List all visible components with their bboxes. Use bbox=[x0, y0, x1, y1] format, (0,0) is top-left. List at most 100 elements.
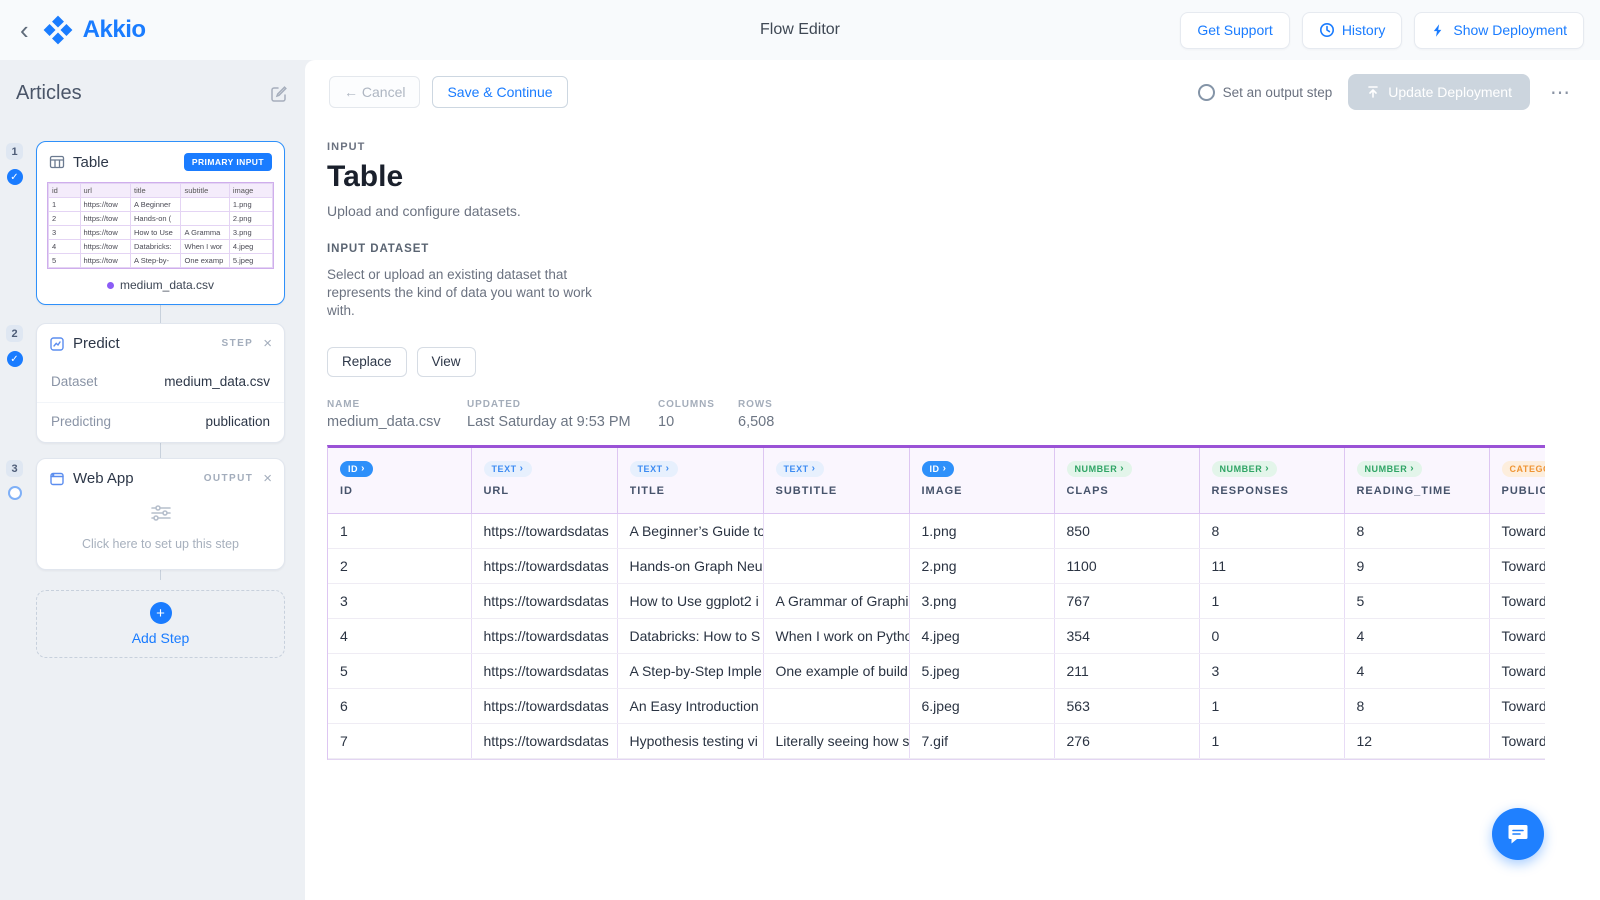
grid-cell: 1 bbox=[1199, 724, 1344, 759]
grid-cell: A Grammar of Graphi bbox=[763, 584, 909, 619]
set-output-step-toggle[interactable]: Set an output step bbox=[1198, 84, 1333, 101]
grid-cell: Towards bbox=[1489, 724, 1545, 759]
radio-icon[interactable] bbox=[1198, 84, 1215, 101]
grid-cell: Towards bbox=[1489, 689, 1545, 724]
akkio-logo-icon[interactable] bbox=[43, 15, 73, 45]
grid-cell: Towards bbox=[1489, 549, 1545, 584]
grid-row: 6 https://towardsdatas An Easy Introduct… bbox=[328, 689, 1545, 724]
grid-cell: https://towardsdatas bbox=[471, 689, 617, 724]
chat-icon bbox=[1506, 822, 1530, 846]
cancel-button[interactable]: ← Cancel bbox=[329, 76, 420, 108]
chevron-right-icon: › bbox=[943, 464, 947, 474]
chevron-right-icon: › bbox=[812, 464, 816, 474]
flow-connector bbox=[160, 570, 161, 580]
predict-step-card[interactable]: Predict STEP × Dataset medium_data.csv P… bbox=[36, 323, 285, 443]
view-button[interactable]: View bbox=[417, 347, 476, 377]
column-header-title[interactable]: TEXT› TITLE bbox=[617, 448, 763, 514]
column-header-claps[interactable]: NUMBER› CLAPS bbox=[1054, 448, 1199, 514]
grid-cell: 4 bbox=[1344, 619, 1489, 654]
grid-cell: https://towardsdatas bbox=[471, 724, 617, 759]
column-name: SUBTITLE bbox=[776, 485, 897, 497]
step-number-badge: 1 bbox=[6, 143, 23, 160]
grid-cell: 5 bbox=[1344, 584, 1489, 619]
close-icon[interactable]: × bbox=[263, 336, 272, 351]
meta-name-label: NAME bbox=[327, 399, 467, 410]
step-number-badge: 3 bbox=[6, 460, 23, 477]
add-step-button[interactable]: + Add Step bbox=[36, 590, 285, 658]
field-value: medium_data.csv bbox=[164, 374, 270, 389]
grid-cell: 1 bbox=[328, 514, 471, 549]
column-header-id[interactable]: ID› ID bbox=[328, 448, 471, 514]
history-button[interactable]: History bbox=[1302, 12, 1403, 49]
more-options-icon[interactable]: ⋯ bbox=[1546, 80, 1576, 105]
field-label: Dataset bbox=[51, 374, 98, 389]
preview-cell: When I wor bbox=[181, 240, 229, 254]
column-header-subtitle[interactable]: TEXT› SUBTITLE bbox=[763, 448, 909, 514]
grid-row: 7 https://towardsdatas Hypothesis testin… bbox=[328, 724, 1545, 759]
grid-row: 1 https://towardsdatas A Beginner’s Guid… bbox=[328, 514, 1545, 549]
grid-cell: 2.png bbox=[909, 549, 1054, 584]
back-chevron-icon[interactable]: ‹ bbox=[16, 17, 33, 43]
column-header-responses[interactable]: NUMBER› RESPONSES bbox=[1199, 448, 1344, 514]
column-header-image[interactable]: ID› IMAGE bbox=[909, 448, 1054, 514]
grid-cell: 2 bbox=[328, 549, 471, 584]
grid-cell: Hypothesis testing vi bbox=[617, 724, 763, 759]
brand-name[interactable]: Akkio bbox=[83, 16, 146, 44]
table-step-card[interactable]: Table PRIMARY INPUT id url bbox=[36, 141, 285, 305]
preview-header: title bbox=[131, 184, 181, 198]
preview-cell: 2.png bbox=[229, 212, 272, 226]
grid-cell: 11 bbox=[1199, 549, 1344, 584]
web-app-step-card[interactable]: Web App OUTPUT × Click bbox=[36, 458, 285, 570]
column-name: CLAPS bbox=[1067, 485, 1187, 497]
grid-cell: 8 bbox=[1199, 514, 1344, 549]
cancel-label: ← Cancel bbox=[344, 84, 405, 100]
plus-icon: + bbox=[150, 602, 172, 624]
grid-cell bbox=[763, 689, 909, 724]
input-section-label: INPUT bbox=[327, 141, 1600, 153]
chevron-right-icon: › bbox=[361, 464, 365, 474]
column-type-badge: CATEGORY› bbox=[1502, 461, 1546, 477]
meta-rows-value: 6,508 bbox=[738, 414, 774, 430]
chevron-right-icon: › bbox=[520, 464, 524, 474]
close-icon[interactable]: × bbox=[263, 471, 272, 486]
flow-sidebar: Articles 1 ✓ bbox=[0, 60, 305, 900]
grid-cell: 850 bbox=[1054, 514, 1199, 549]
grid-header-row: ID› ID TEXT› URL TEXT› TITLE bbox=[328, 448, 1545, 514]
preview-cell: A Gramma bbox=[181, 226, 229, 240]
grid-cell: https://towardsdatas bbox=[471, 584, 617, 619]
grid-cell: When I work on Pytho bbox=[763, 619, 909, 654]
chevron-right-icon: › bbox=[1410, 464, 1414, 474]
show-deployment-button[interactable]: Show Deployment bbox=[1414, 12, 1584, 49]
replace-button[interactable]: Replace bbox=[327, 347, 407, 377]
preview-row: 5 https://tow A Step-by- One examp 5.jpe… bbox=[49, 254, 273, 268]
meta-columns-value: 10 bbox=[658, 414, 738, 430]
preview-cell: A Beginner bbox=[131, 198, 181, 212]
grid-cell: 6.jpeg bbox=[909, 689, 1054, 724]
step-tag: OUTPUT bbox=[204, 473, 254, 484]
preview-header: image bbox=[229, 184, 272, 198]
column-header-url[interactable]: TEXT› URL bbox=[471, 448, 617, 514]
column-name: READING_TIME bbox=[1357, 485, 1477, 497]
field-value: publication bbox=[205, 414, 270, 429]
column-header-publication[interactable]: CATEGORY› PUBLICATION bbox=[1489, 448, 1545, 514]
preview-cell: https://tow bbox=[80, 212, 130, 226]
step-tag: STEP bbox=[222, 338, 254, 349]
save-continue-button[interactable]: Save & Continue bbox=[432, 76, 567, 108]
grid-cell bbox=[763, 514, 909, 549]
grid-cell: An Easy Introduction bbox=[617, 689, 763, 724]
grid-cell: 3 bbox=[1199, 654, 1344, 689]
update-deployment-button[interactable]: Update Deployment bbox=[1348, 74, 1530, 110]
meta-columns-label: COLUMNS bbox=[658, 399, 738, 410]
column-type-badge: NUMBER› bbox=[1212, 461, 1278, 477]
grid-cell: 4 bbox=[328, 619, 471, 654]
chat-widget-button[interactable] bbox=[1492, 808, 1544, 860]
preview-header: id bbox=[49, 184, 81, 198]
column-header-reading-time[interactable]: NUMBER› READING_TIME bbox=[1344, 448, 1489, 514]
predict-target-row: Predicting publication bbox=[37, 402, 284, 442]
grid-cell: 5 bbox=[328, 654, 471, 689]
save-continue-label: Save & Continue bbox=[447, 84, 552, 100]
setup-placeholder[interactable]: Click here to set up this step bbox=[37, 498, 284, 569]
show-deployment-label: Show Deployment bbox=[1453, 22, 1567, 38]
edit-icon[interactable] bbox=[269, 84, 289, 104]
get-support-button[interactable]: Get Support bbox=[1180, 12, 1290, 49]
